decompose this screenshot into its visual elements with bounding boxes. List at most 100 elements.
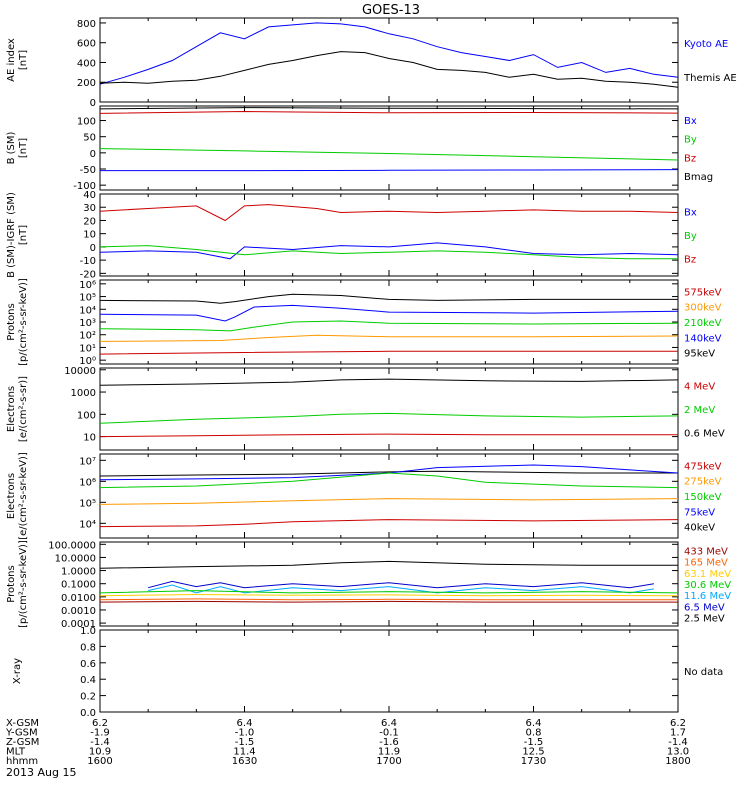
series-line bbox=[99, 519, 679, 528]
legend-entry: 63.1 MeV bbox=[684, 569, 731, 580]
legend-entry: By bbox=[684, 135, 697, 146]
series-line bbox=[99, 593, 679, 597]
series-line bbox=[99, 304, 679, 322]
panel-frame bbox=[99, 453, 679, 539]
y-tick-label: 0 bbox=[90, 98, 96, 109]
y-tick-label: -20 bbox=[80, 269, 96, 280]
panel-frame bbox=[99, 105, 679, 191]
ephemeris-value: 12.5 bbox=[522, 747, 544, 758]
series-line bbox=[99, 378, 679, 386]
y-tick-label: 100 bbox=[77, 117, 96, 128]
y-tick-label: 10⁵ bbox=[79, 293, 96, 304]
y-axis-label: Protons bbox=[6, 303, 17, 340]
legend-entry: 150keV bbox=[684, 492, 722, 503]
y-axis-label: [p/(cm²-s-sr-keV)] bbox=[18, 540, 29, 628]
ephemeris-value: 1700 bbox=[376, 756, 401, 767]
y-tick-label: 600 bbox=[77, 39, 96, 50]
ephemeris-row-label: MLT bbox=[6, 747, 26, 758]
y-tick-label: 200 bbox=[77, 78, 96, 89]
panel-frame bbox=[99, 629, 679, 713]
y-tick-label: 0.0100 bbox=[61, 593, 96, 604]
ephemeris-table: X-GSM 6.2 6.4 6.4 6.4 6.2 Y-GSM -1.9 -1.0 -0.1 0.8… bbox=[5, 718, 691, 767]
legend-entry: Bz bbox=[684, 254, 696, 265]
panel-6: 10⁴ 10⁵ 10⁶ 10⁷ Electrons [e/(cm²-s-sr-keV)] 4… bbox=[6, 452, 722, 540]
legend-entry: 2 MeV bbox=[684, 405, 715, 416]
legend-entry: No data bbox=[684, 667, 723, 678]
y-tick-label: 0.0 bbox=[80, 708, 96, 719]
y-tick-label: 0.1000 bbox=[61, 580, 96, 591]
ephemeris-value: 1600 bbox=[87, 756, 112, 767]
legend-entry: 2.5 MeV bbox=[684, 614, 725, 625]
series-line bbox=[99, 204, 679, 222]
y-tick-label: 400 bbox=[77, 58, 96, 69]
y-tick-label: 10 bbox=[83, 433, 96, 444]
y-tick-label: 1000 bbox=[71, 388, 96, 399]
series-line bbox=[99, 110, 679, 114]
legend-entry: Bx bbox=[684, 116, 697, 127]
ephemeris-value: 1800 bbox=[665, 756, 690, 767]
panel-1: 0 200 400 600 800 AE index [nT] Kyoto AE Themis … bbox=[6, 17, 737, 109]
legend-entry: 0.6 MeV bbox=[684, 428, 725, 439]
y-axis-label: Electrons bbox=[6, 386, 17, 432]
ephemeris-value: 6.2 bbox=[670, 718, 686, 729]
ephemeris-value: 6.4 bbox=[381, 718, 397, 729]
ephemeris-value: 11.9 bbox=[378, 747, 400, 758]
ephemeris-value: -1.4 bbox=[668, 737, 688, 748]
panel-frame bbox=[99, 367, 679, 451]
y-axis-label: [e/(cm²-s-sr)] bbox=[18, 376, 29, 442]
legend-entry: 275keV bbox=[684, 477, 722, 488]
ephemeris-row-label: X-GSM bbox=[6, 718, 39, 729]
legend-entry: 210keV bbox=[684, 318, 722, 329]
series-line bbox=[99, 350, 678, 355]
y-tick-label: -10 bbox=[80, 256, 96, 267]
y-tick-label: 100 bbox=[77, 410, 96, 421]
y-tick-label: 1.0000 bbox=[61, 567, 96, 578]
ephemeris-value: 1630 bbox=[232, 756, 257, 767]
legend-entry: 300keV bbox=[684, 303, 722, 314]
ephemeris-value: -1.5 bbox=[235, 737, 255, 748]
y-axis-label: X-ray bbox=[12, 658, 23, 684]
y-tick-label: 1.0 bbox=[80, 626, 96, 637]
y-tick-label: 800 bbox=[77, 19, 96, 30]
panel-2: -100 -50 0 50 100 B (SM) [nT] Bx By Bz Bmag bbox=[6, 105, 713, 192]
series-line bbox=[99, 51, 679, 88]
y-tick-label: 0.8 bbox=[80, 642, 96, 653]
ephemeris-value: 11.4 bbox=[233, 747, 255, 758]
y-tick-label: 10⁵ bbox=[79, 498, 96, 509]
y-tick-label: 100.0000 bbox=[48, 540, 96, 551]
y-axis-label: Protons bbox=[6, 565, 17, 602]
panel-frame bbox=[99, 17, 679, 103]
ephemeris-value: 13.0 bbox=[667, 747, 689, 758]
series-line bbox=[99, 590, 679, 594]
ephemeris-value: 0.8 bbox=[526, 728, 542, 739]
series-line bbox=[99, 433, 678, 438]
ephemeris-value: -0.1 bbox=[379, 728, 399, 739]
series-line bbox=[99, 22, 679, 85]
y-tick-label: 10⁶ bbox=[79, 477, 96, 488]
y-tick-label: 30 bbox=[83, 203, 96, 214]
y-tick-label: 0.4 bbox=[80, 675, 96, 686]
legend-entry: 140keV bbox=[684, 333, 722, 344]
date-label: 2013 Aug 15 bbox=[6, 766, 76, 779]
legend-entry: 475keV bbox=[684, 461, 722, 472]
series-line bbox=[99, 412, 679, 424]
ephemeris-value: -1.4 bbox=[90, 737, 110, 748]
y-axis-label: Electrons bbox=[6, 473, 17, 519]
panel-7: 0.0001 0.0010 0.0100 0.1000 1.0000 10.0000 100… bbox=[6, 540, 731, 630]
legend-entry: 165 MeV bbox=[684, 558, 728, 569]
y-axis-label: [e/(cm²-s-sr-keV)] bbox=[18, 452, 29, 540]
y-tick-label: 10² bbox=[79, 331, 96, 342]
ephemeris-value: -1.9 bbox=[90, 728, 110, 739]
y-tick-label: 10⁴ bbox=[79, 519, 96, 530]
series-line bbox=[99, 498, 679, 505]
ephemeris-value: 1.7 bbox=[670, 728, 686, 739]
chart-title: GOES-13 bbox=[362, 3, 420, 18]
ephemeris-value: 6.4 bbox=[526, 718, 542, 729]
series-line bbox=[99, 464, 679, 481]
legend-entry: 40keV bbox=[684, 523, 715, 534]
y-axis-label: B (SM) bbox=[6, 131, 17, 164]
ephemeris-value: 10.9 bbox=[89, 747, 111, 758]
ephemeris-value: -1.5 bbox=[524, 737, 544, 748]
series-line bbox=[148, 584, 654, 594]
